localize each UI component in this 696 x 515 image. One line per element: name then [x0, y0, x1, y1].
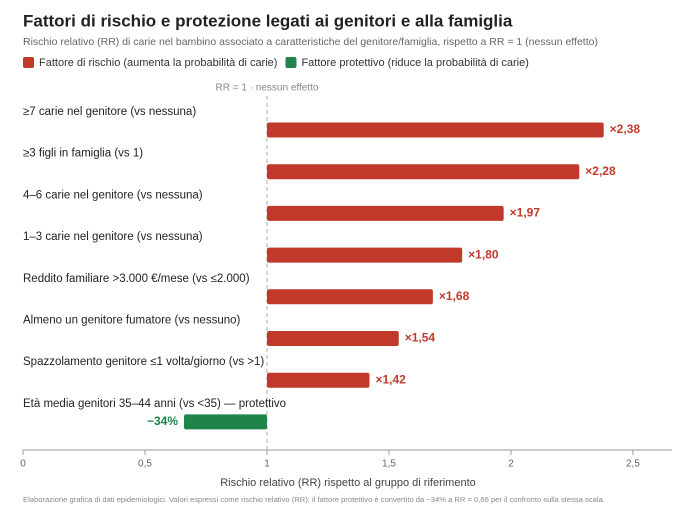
- legend-swatch: [23, 57, 34, 68]
- bar: [266, 205, 504, 221]
- bar: [266, 331, 399, 346]
- category-label: ≥7 carie nel genitore (vs nessuna): [23, 106, 196, 118]
- bar: [266, 164, 580, 180]
- x-axis-title: Rischio relativo (RR) rispetto al gruppo…: [220, 477, 476, 489]
- category-label: Età media genitori 35–44 anni (vs <35) —…: [23, 398, 286, 410]
- value-label: ×1,97: [510, 206, 541, 220]
- legend-swatch: [285, 57, 297, 68]
- bar: [266, 372, 370, 388]
- x-tick-label: 0,5: [138, 459, 152, 470]
- value-label: ×1,42: [375, 372, 406, 386]
- value-label: ×2,28: [585, 164, 616, 178]
- value-label: −34%: [147, 414, 178, 428]
- chart-subtitle: Rischio relativo (RR) di carie nel bambi…: [23, 36, 598, 48]
- category-label: Almeno un genitore fumatore (vs nessuno): [23, 315, 241, 327]
- category-label: Reddito familiare >3.000 €/mese (vs ≤2.0…: [23, 273, 250, 285]
- legend-label: Fattore di rischio (aumenta la probabili…: [39, 57, 277, 69]
- x-tick-label: 2: [508, 459, 514, 470]
- bar: [266, 122, 604, 138]
- legend-label: Fattore protettivo (riduce la probabilit…: [301, 57, 528, 69]
- bar: [266, 247, 463, 263]
- value-label: ×1,68: [439, 289, 470, 303]
- value-label: ×1,80: [468, 247, 499, 261]
- reference-label: RR = 1 · nessun effetto: [216, 83, 319, 94]
- x-tick-label: 1: [264, 459, 270, 470]
- category-label: 1–3 carie nel genitore (vs nessuna): [23, 231, 203, 243]
- bar: [266, 289, 433, 305]
- bar: [184, 414, 267, 430]
- value-label: ×1,54: [405, 331, 436, 345]
- value-label: ×2,38: [610, 122, 641, 136]
- category-label: Spazzolamento genitore ≤1 volta/giorno (…: [23, 356, 264, 368]
- category-label: ≥3 figli in famiglia (vs 1): [23, 148, 143, 160]
- x-tick-label: 1,5: [382, 459, 396, 470]
- x-tick-label: 0: [20, 459, 26, 470]
- x-tick-label: 2,5: [626, 459, 640, 470]
- chart-title: Fattori di rischio e protezione legati a…: [23, 11, 513, 30]
- footnote: Elaborazione grafica di dati epidemiolog…: [23, 495, 605, 504]
- category-label: 4–6 carie nel genitore (vs nessuna): [23, 189, 203, 201]
